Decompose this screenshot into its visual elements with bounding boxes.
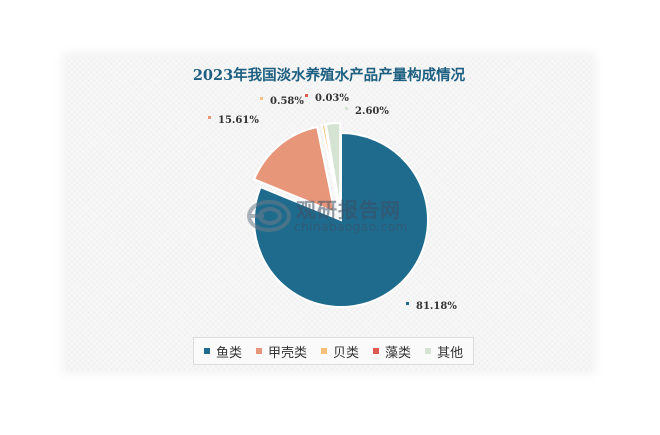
label-marker-icon [208,116,211,119]
legend-swatch-icon [204,348,210,354]
legend-item-algae[interactable]: 藻类 [373,342,411,361]
label-algae: 0.03% [305,93,349,104]
pie-chart [252,122,429,308]
legend-swatch-icon [256,348,263,354]
label-fish: 81.18% [406,301,457,312]
legend-swatch-icon [373,348,380,354]
pie-slice-crustacean[interactable] [252,125,336,214]
label-marker-icon [305,94,308,97]
legend-item-others[interactable]: 其他 [425,342,463,361]
label-shellfish: 0.58% [260,96,304,107]
chart-title: 2023年我国淡水养殖水产品产量构成情况 [192,67,466,84]
pie-slice-fish[interactable] [253,131,429,308]
chart-panel: 2023年我国淡水养殖水产品产量构成情况 观研报告网 chinabaogao.c… [66,56,592,370]
chart-legend: 鱼类 甲壳类 贝类 藻类 其他 [193,337,475,365]
label-marker-icon [406,302,409,305]
label-crustacean: 15.61% [208,115,259,126]
legend-item-shellfish[interactable]: 贝类 [321,342,359,361]
label-marker-icon [260,97,263,100]
legend-item-crustacean[interactable]: 甲壳类 [256,342,307,361]
pie-slice-others[interactable] [324,122,342,211]
legend-item-fish[interactable]: 鱼类 [204,342,242,361]
label-others: 2.60% [345,106,389,117]
legend-swatch-icon [321,348,328,354]
legend-swatch-icon [425,348,432,354]
label-marker-icon [345,107,348,110]
